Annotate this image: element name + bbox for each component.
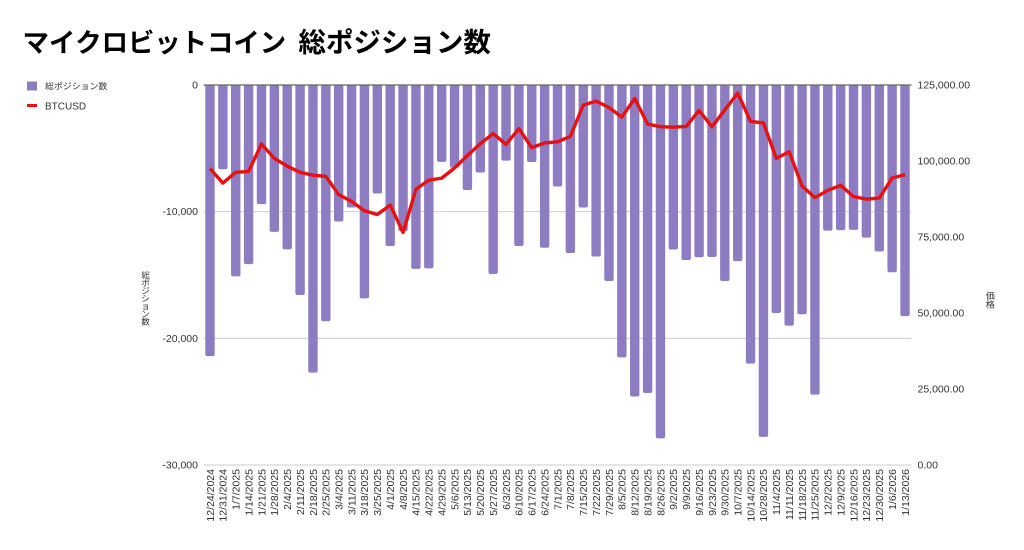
svg-text:1/28/2025: 1/28/2025 (269, 469, 281, 516)
svg-text:3/4/2025: 3/4/2025 (334, 469, 346, 510)
svg-text:12/31/2024: 12/31/2024 (218, 469, 230, 522)
svg-text:11/4/2025: 11/4/2025 (771, 469, 783, 515)
svg-text:7/22/2025: 7/22/2025 (591, 469, 603, 516)
svg-text:4/15/2025: 4/15/2025 (411, 469, 423, 516)
svg-text:11/25/2025: 11/25/2025 (810, 469, 822, 521)
svg-text:12/9/2025: 12/9/2025 (835, 469, 847, 516)
svg-text:10/7/2025: 10/7/2025 (732, 469, 744, 516)
svg-text:2/11/2025: 2/11/2025 (295, 469, 307, 515)
svg-text:9/9/2025: 9/9/2025 (681, 469, 693, 510)
svg-text:7/1/2025: 7/1/2025 (552, 469, 564, 510)
svg-text:2/4/2025: 2/4/2025 (282, 469, 294, 510)
svg-text:1/6/2026: 1/6/2026 (887, 469, 899, 510)
svg-text:4/22/2025: 4/22/2025 (424, 469, 436, 516)
svg-text:3/25/2025: 3/25/2025 (372, 469, 384, 516)
svg-text:9/30/2025: 9/30/2025 (720, 469, 732, 516)
svg-text:-20,000: -20,000 (162, 333, 198, 345)
svg-text:11/18/2025: 11/18/2025 (797, 469, 809, 521)
svg-text:10/28/2025: 10/28/2025 (758, 469, 770, 522)
svg-text:6/10/2025: 6/10/2025 (514, 469, 526, 516)
svg-text:12/30/2025: 12/30/2025 (874, 469, 886, 522)
svg-text:6/24/2025: 6/24/2025 (539, 469, 551, 516)
svg-text:50,000.00: 50,000.00 (918, 308, 965, 320)
svg-text:1/7/2025: 1/7/2025 (231, 469, 243, 510)
svg-text:5/20/2025: 5/20/2025 (475, 469, 487, 516)
svg-text:4/29/2025: 4/29/2025 (436, 469, 448, 516)
svg-text:-10,000: -10,000 (162, 206, 198, 218)
svg-text:8/5/2025: 8/5/2025 (617, 469, 629, 510)
svg-text:2/25/2025: 2/25/2025 (321, 469, 333, 516)
svg-text:12/2/2025: 12/2/2025 (823, 469, 835, 516)
svg-text:9/23/2025: 9/23/2025 (707, 469, 719, 516)
svg-text:1/14/2025: 1/14/2025 (243, 469, 255, 516)
svg-text:5/6/2025: 5/6/2025 (449, 469, 461, 510)
svg-text:75,000.00: 75,000.00 (918, 232, 965, 244)
svg-text:25,000.00: 25,000.00 (918, 384, 965, 396)
svg-text:3/11/2025: 3/11/2025 (346, 469, 358, 515)
svg-text:8/19/2025: 8/19/2025 (642, 469, 654, 516)
svg-text:BTCUSD: BTCUSD (45, 101, 86, 112)
svg-text:5/27/2025: 5/27/2025 (488, 469, 500, 516)
svg-text:10/14/2025: 10/14/2025 (745, 469, 757, 522)
svg-text:0: 0 (192, 80, 198, 92)
svg-text:2/18/2025: 2/18/2025 (308, 469, 320, 516)
svg-text:6/17/2025: 6/17/2025 (527, 469, 539, 516)
svg-text:11/11/2025: 11/11/2025 (784, 469, 796, 520)
svg-text:7/29/2025: 7/29/2025 (604, 469, 616, 516)
svg-text:12/23/2025: 12/23/2025 (861, 469, 873, 522)
svg-text:6/3/2025: 6/3/2025 (501, 469, 513, 510)
svg-text:4/1/2025: 4/1/2025 (385, 469, 397, 510)
svg-text:12/24/2024: 12/24/2024 (205, 469, 217, 522)
svg-text:1/21/2025: 1/21/2025 (256, 469, 268, 516)
svg-text:3/18/2025: 3/18/2025 (359, 469, 371, 516)
svg-text:7/8/2025: 7/8/2025 (565, 469, 577, 510)
svg-text:7/15/2025: 7/15/2025 (578, 469, 590, 516)
svg-text:0.00: 0.00 (918, 460, 939, 472)
svg-text:9/16/2025: 9/16/2025 (694, 469, 706, 516)
svg-text:-30,000: -30,000 (162, 460, 198, 472)
svg-text:1/13/2026: 1/13/2026 (900, 469, 912, 516)
svg-text:9/2/2025: 9/2/2025 (668, 469, 680, 510)
svg-text:125,000.00: 125,000.00 (918, 80, 971, 92)
svg-text:4/8/2025: 4/8/2025 (398, 469, 410, 510)
svg-text:5/13/2025: 5/13/2025 (462, 469, 474, 516)
svg-text:12/16/2025: 12/16/2025 (848, 469, 860, 522)
svg-text:8/12/2025: 8/12/2025 (630, 469, 642, 516)
svg-text:8/26/2025: 8/26/2025 (655, 469, 667, 516)
svg-text:100,000.00: 100,000.00 (918, 156, 971, 168)
